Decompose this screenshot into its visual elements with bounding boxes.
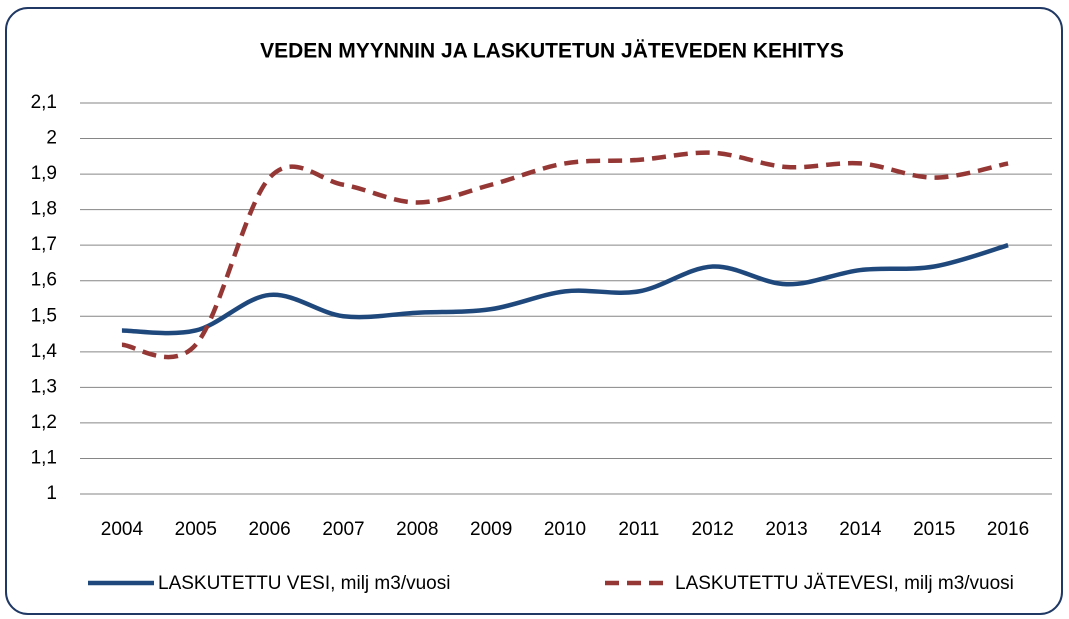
chart-border xyxy=(5,7,1063,615)
y-tick-label: 1,1 xyxy=(31,447,57,468)
y-tick-label: 1,9 xyxy=(31,163,57,184)
x-tick-label: 2010 xyxy=(544,519,586,540)
y-tick-label: 1,7 xyxy=(31,234,57,255)
x-tick-label: 2015 xyxy=(913,519,955,540)
legend-label: LASKUTETTU JÄTEVESI, milj m3/vuosi xyxy=(675,573,1014,594)
x-tick-label: 2011 xyxy=(618,519,659,540)
y-tick-label: 1 xyxy=(46,483,57,504)
y-tick-label: 2,1 xyxy=(31,92,57,113)
x-tick-label: 2013 xyxy=(765,519,807,540)
y-tick-label: 1,2 xyxy=(31,412,57,433)
x-tick-label: 2007 xyxy=(322,519,364,540)
y-tick-label: 1,5 xyxy=(31,305,57,326)
legend-label: LASKUTETTU VESI, milj m3/vuosi xyxy=(158,573,450,594)
y-tick-label: 1,3 xyxy=(31,376,57,397)
y-tick-label: 2 xyxy=(46,128,57,149)
chart-title: VEDEN MYYNNIN JA LASKUTETUN JÄTEVEDEN KE… xyxy=(260,40,844,63)
x-tick-label: 2005 xyxy=(175,519,217,540)
x-tick-label: 2014 xyxy=(839,519,882,540)
x-tick-label: 2006 xyxy=(248,519,290,540)
x-tick-label: 2012 xyxy=(692,519,734,540)
x-tick-label: 2008 xyxy=(396,519,438,540)
series-line xyxy=(121,243,1009,336)
x-tick-label: 2004 xyxy=(101,519,144,540)
x-tick-label: 2016 xyxy=(987,519,1029,540)
y-tick-label: 1,6 xyxy=(31,270,57,291)
y-tick-label: 1,8 xyxy=(31,199,57,220)
x-tick-label: 2009 xyxy=(470,519,512,540)
y-tick-label: 1,4 xyxy=(31,341,58,362)
series-line xyxy=(121,150,1009,360)
